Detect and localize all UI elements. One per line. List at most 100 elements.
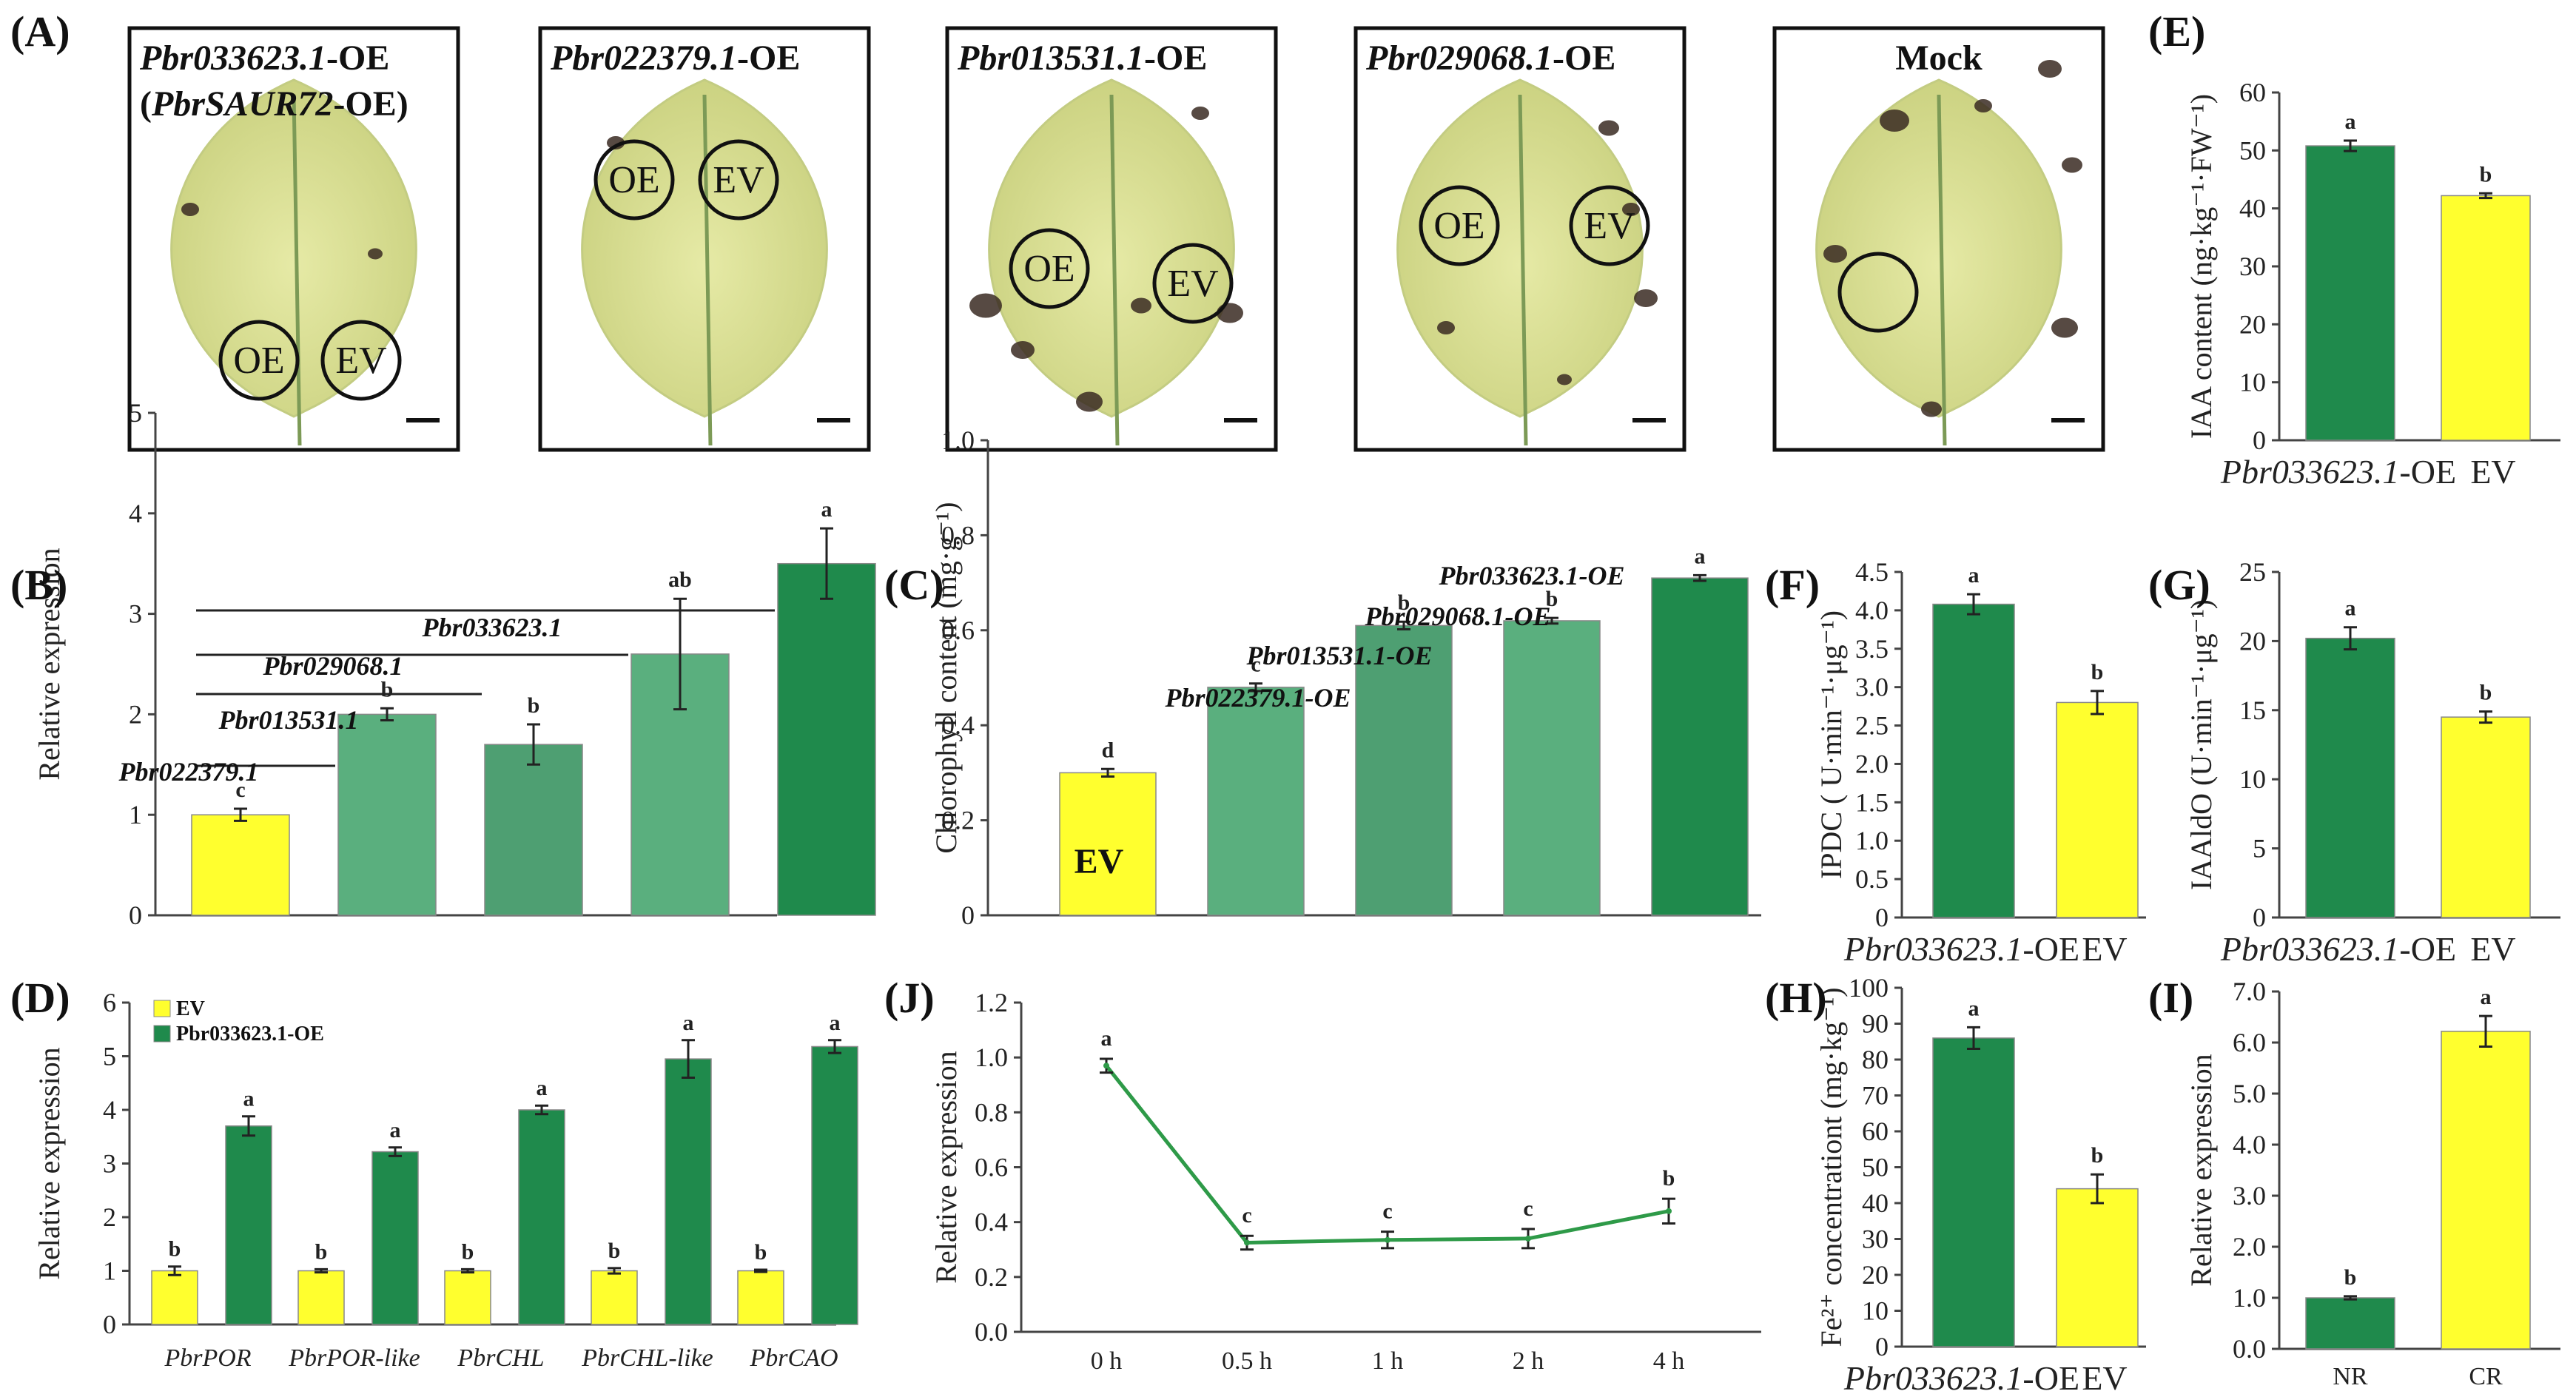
x-tick-label: 4 h [1653,1347,1685,1375]
chart-D: 0 1 2 3 4 5 6 Relative expression (D) b a PbrPOR b a P… [10,974,858,1372]
y-axis-title: IAA content (ng·kg⁻¹·FW⁻¹) [2185,94,2218,439]
y-tick-label: 3 [103,1149,116,1179]
chart-J: 0.0 0.2 0.4 0.6 0.8 1.0 1.2 Relative expression… [884,974,1761,1375]
injection-circle [320,320,402,401]
data-point [1244,1239,1250,1246]
title-gene: Mock [1895,38,1983,78]
injection-circle [1009,228,1090,309]
y-tick-label: 1.0 [2233,1283,2266,1313]
x-tick-label: EV [2470,930,2515,968]
bar [1503,620,1601,916]
bracket-label: Pbr022379.1 [118,757,259,787]
bar [777,562,876,916]
bar [371,1151,419,1325]
injection-circle [593,139,675,220]
significance-letter: a [683,1011,694,1035]
tile-title: Pbr033623.1-OE [139,38,389,78]
y-tick-label: 1 [103,1256,116,1286]
y-tick-label: 70 [1862,1081,1889,1111]
y-tick-label: 0.5 [1855,864,1889,894]
gene-name: Pbr033623.1 [1439,561,1579,590]
lesion-spot [1823,245,1847,263]
y-tick-label: 5.0 [2233,1079,2266,1108]
significance-letter: a [1968,996,1980,1020]
bar [1059,772,1157,916]
data-point [1666,1208,1672,1214]
tile-title: Mock [1895,38,1983,78]
y-tick-label: 100 [1849,973,1889,1003]
injection-circle [1837,252,1919,333]
panel-label: (F) [1765,561,1820,609]
bracket-label: Pbr033623.1 [422,613,562,642]
significance-letter: b [1663,1166,1675,1191]
y-tick-label: 4.0 [2233,1130,2266,1159]
y-tick-label: 40 [1862,1188,1889,1218]
y-tick-label: 0.4 [941,710,975,740]
lesion-spot [1974,99,1992,112]
panel-label-A: (A) [10,7,70,55]
injection-label: EV [713,159,764,201]
y-tick-label: 0 [1875,1332,1889,1361]
gene-suffix: -OE [2022,1359,2079,1394]
bar [737,1270,784,1325]
y-tick-label: 0.0 [2233,1334,2266,1364]
bar-annotation: Pbr022379.1-OE [1165,683,1351,713]
bar [1207,687,1305,916]
x-tick-label: PbrCHL-like [581,1344,713,1372]
y-tick-label: 2 [103,1202,116,1232]
significance-letter: a [537,1076,548,1100]
significance-letter: b [1546,587,1558,611]
leaf-midrib [1109,94,1120,446]
significance-letter: a [830,1011,841,1035]
leaf-midrib [1937,94,1947,446]
panel-label: (G) [2148,561,2210,609]
bar [2305,1297,2395,1350]
bar-annotation: EV [1075,842,1124,881]
bar [1932,1037,2015,1347]
gene-name: Pbr033623.1 [2220,930,2400,968]
y-tick-label: 30 [1862,1225,1889,1254]
x-tick-label: Pbr033623.1-OE [2220,453,2456,491]
bar-annotation: Pbr013531.1-OE [1246,641,1433,670]
significance-letter: c [1251,653,1260,677]
lesion-spot [2062,157,2082,173]
injection-label: EV [335,340,386,382]
injection-label: OE [1023,248,1075,290]
leaf-midrib [1518,94,1528,446]
y-tick-label: 25 [2239,557,2266,587]
tile-title: Pbr029068.1-OE [1365,38,1615,78]
title-suffix: -OE [737,38,800,78]
bar [484,744,583,916]
bar [1932,603,2015,918]
panel-label: (E) [2148,7,2205,55]
legend: EV Pbr033623.1-OE [153,997,324,1046]
y-tick-label: 1.0 [975,1043,1008,1072]
significance-letter: b [1398,590,1410,615]
bar [2441,1031,2531,1350]
y-tick-label: 60 [2239,78,2266,107]
y-tick-label: 80 [1862,1045,1889,1074]
injection-circle [1152,243,1234,324]
lesion-spot [368,248,383,260]
bar [2305,145,2395,441]
chart-I: 0.0 1.0 2.0 3.0 4.0 5.0 6.0 7.0 Relative express… [2148,974,2560,1390]
injection-label: OE [608,159,659,201]
bracket-label: Pbr013531.1 [218,705,359,735]
y-tick-label: 7.0 [2233,977,2266,1006]
lesion-spot [2051,317,2078,338]
y-tick-label: 0.8 [941,520,975,550]
y-tick-label: 3.5 [1855,634,1889,664]
gene-suffix: -OE [1505,602,1551,631]
lesion-spot [1437,321,1455,334]
subtitle-gene: PbrSAUR72 [151,84,333,124]
title-gene: Pbr029068.1 [1365,38,1553,78]
significance-letter: b [2091,660,2104,684]
y-tick-label: 6 [103,988,116,1017]
lesion-spot [1011,341,1035,359]
y-tick-label: 6.0 [2233,1028,2266,1057]
chart-B: 0 1 2 3 4 5 Relative expression(B) c b b ab a Pbr022… [10,398,876,930]
bar [2056,1188,2139,1347]
y-tick-label: 3 [129,599,142,629]
panel-label: (B) [10,561,67,609]
